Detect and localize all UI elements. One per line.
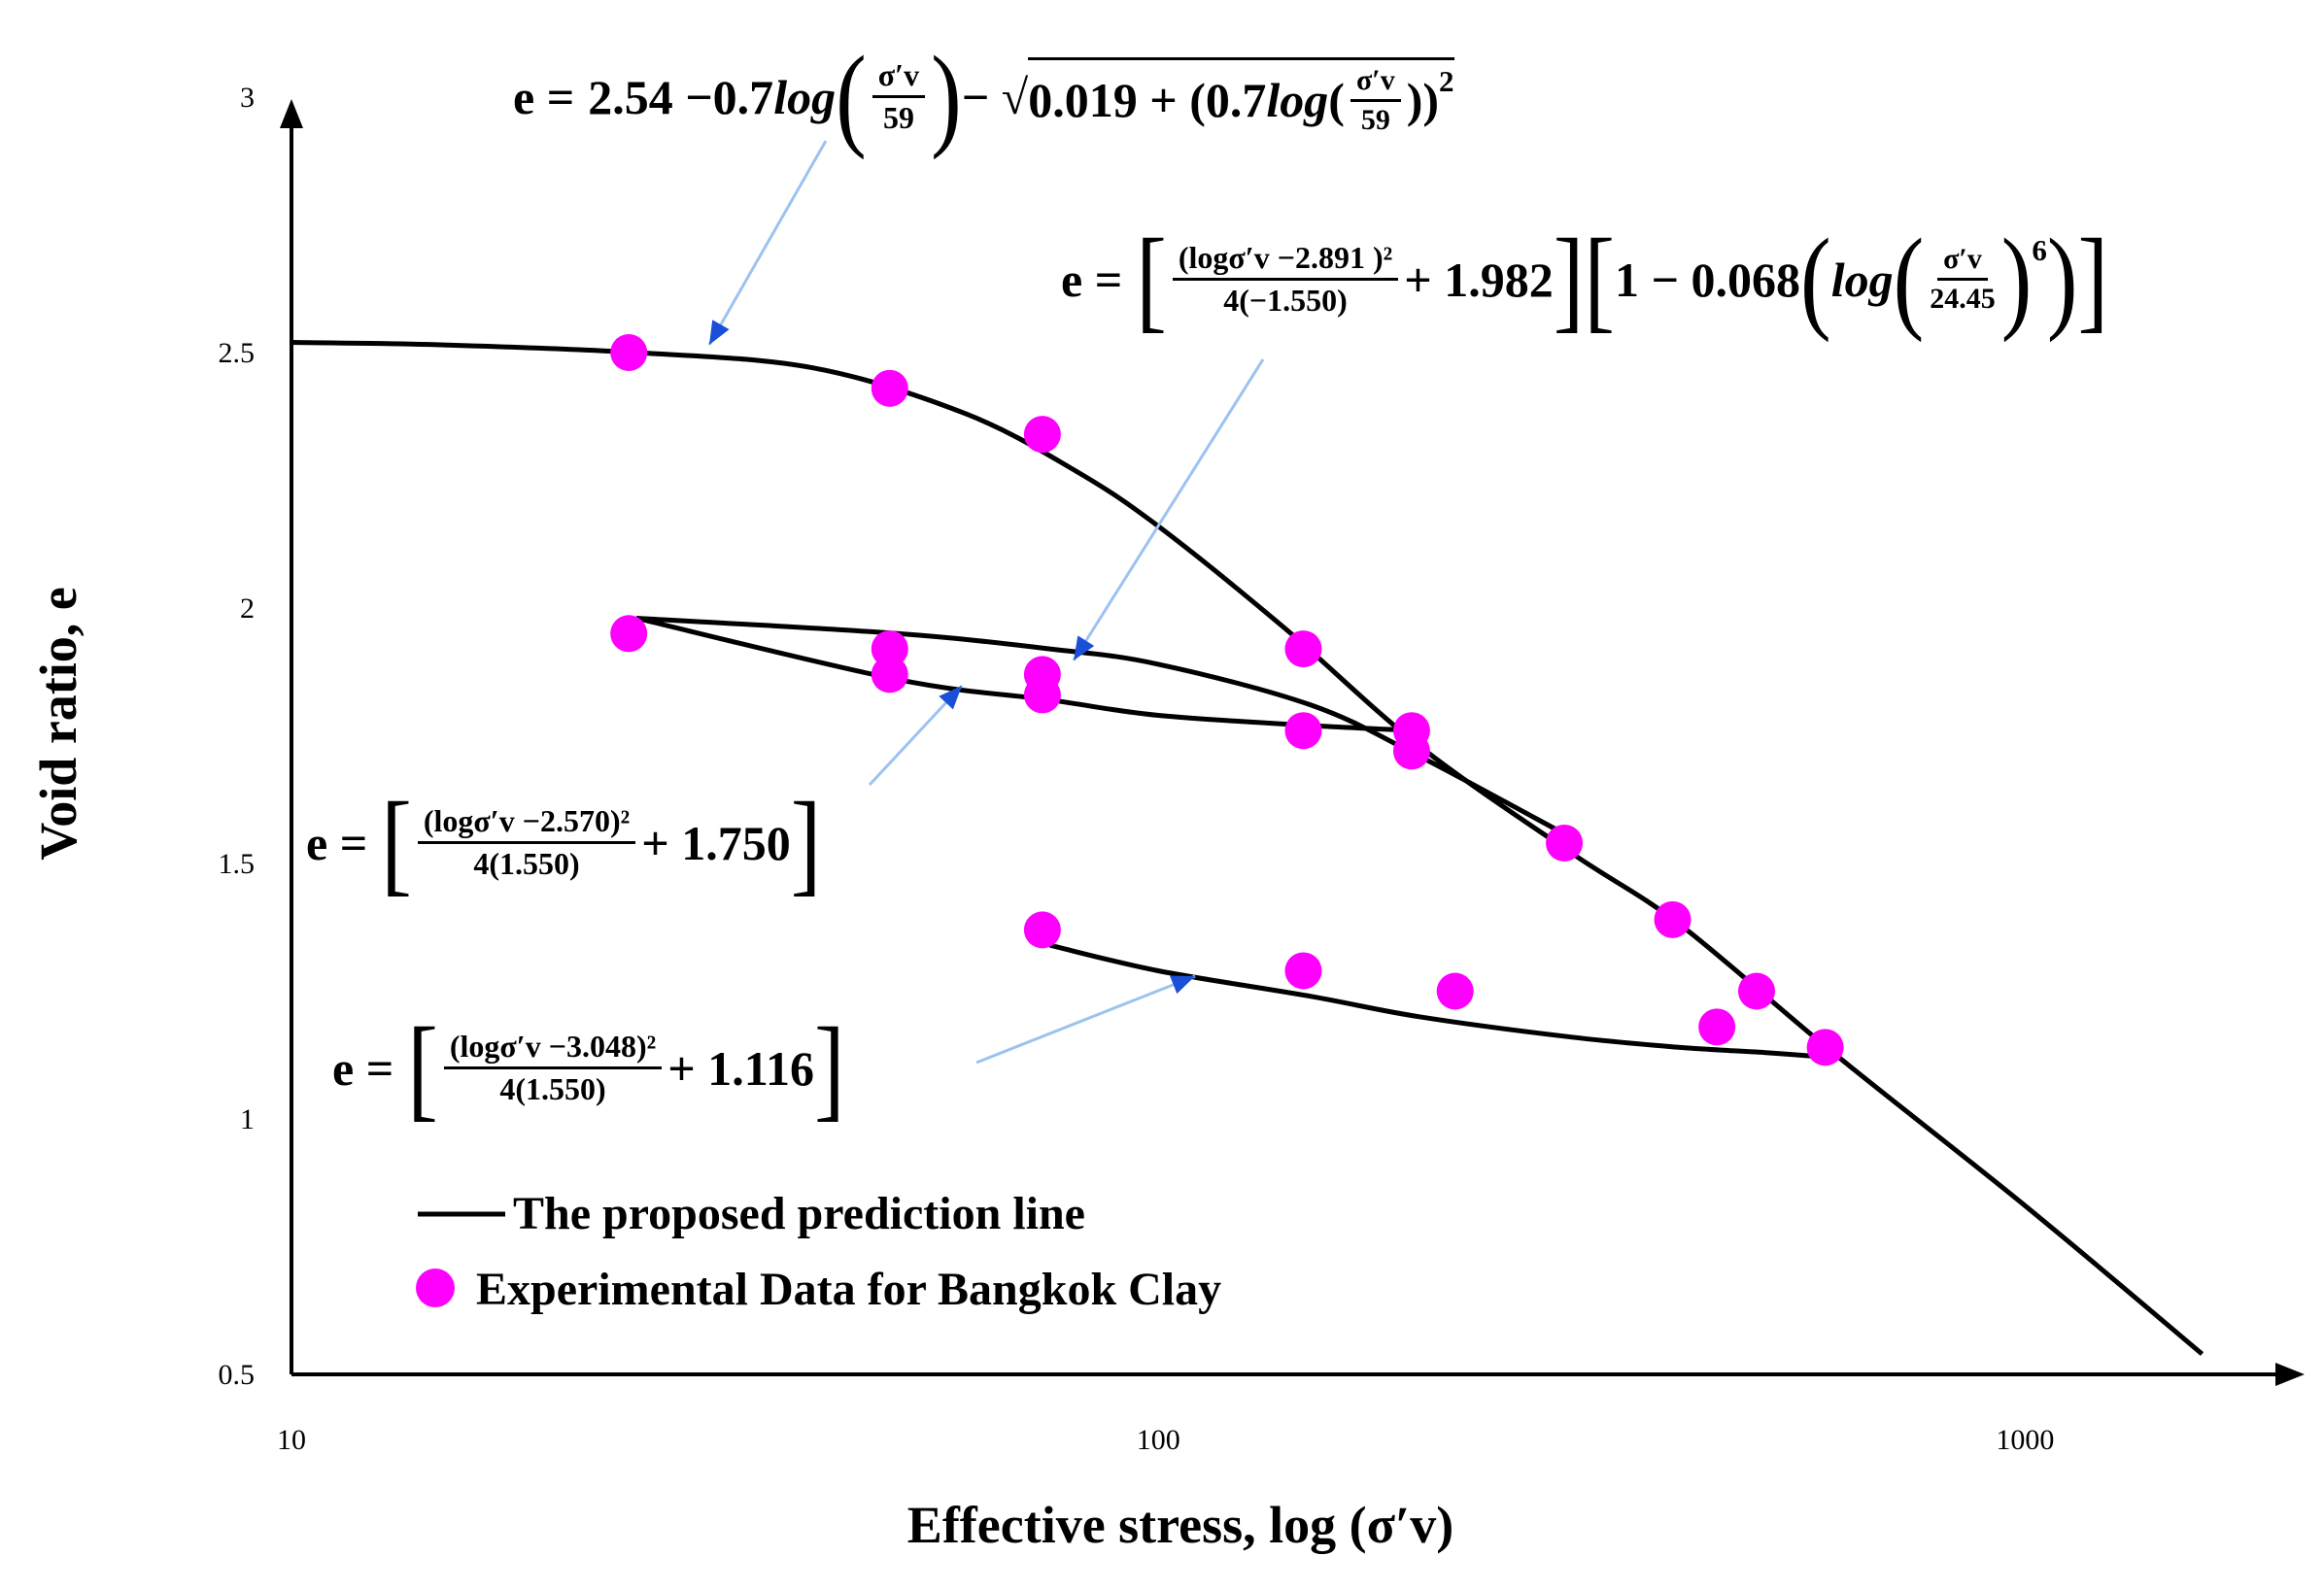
- eq1-exponent: 2: [1439, 63, 1454, 98]
- data-point: [1023, 676, 1061, 714]
- eq1-inner-fraction: σ′v 59: [1350, 64, 1401, 137]
- annotation-arrowhead: [1074, 635, 1095, 660]
- eq1-inner-num: σ′v: [1350, 64, 1401, 102]
- annotation-arrowhead: [1170, 975, 1195, 995]
- data-point: [610, 615, 648, 653]
- eq3-fraction-num: (logσ′v −2.570)²: [417, 803, 636, 844]
- eq2-exponent: 6: [2032, 233, 2047, 267]
- x-tick-label: 10: [277, 1424, 306, 1456]
- eq4-lhs: e =: [332, 1040, 394, 1096]
- annotation-arrow-line: [975, 974, 1196, 1065]
- annotation-arrow-line: [707, 140, 828, 346]
- annotation-arrow-line: [1072, 358, 1265, 661]
- y-tick-label: 2.5: [219, 337, 256, 369]
- x-tick-label: 100: [1137, 1424, 1180, 1456]
- eq1-inside-b: )): [1406, 73, 1440, 127]
- eq2-inner-num: σ′v: [1937, 243, 1988, 281]
- eq3-fraction-den: 4(1.550): [473, 846, 580, 881]
- y-axis-title: Void ratio, e: [29, 587, 87, 861]
- eq1-minus-sqrt: − √: [961, 69, 1029, 124]
- eq2-plus: + 1.982: [1404, 252, 1554, 307]
- eq1-fraction: σ′v 59: [872, 57, 926, 136]
- eq4-fraction: (logσ′v −3.048)² 4(1.550): [443, 1029, 663, 1107]
- eq2-lhs: e =: [1061, 252, 1123, 307]
- annotation-arrowhead: [709, 320, 730, 345]
- eq1-lhs: e =: [513, 69, 575, 124]
- equation-reloading: e = [ (logσ′v −2.570)² 4(1.550) + 1.750 …: [306, 777, 822, 907]
- data-point: [1546, 824, 1584, 862]
- chart-axes: [280, 99, 2305, 1386]
- equation-second-loop: e = [ (logσ′v −3.048)² 4(1.550) + 1.116 …: [332, 1002, 845, 1133]
- legend-label-prediction-line: The proposed prediction line: [513, 1188, 1085, 1239]
- eq3-fraction: (logσ′v −2.570)² 4(1.550): [417, 803, 636, 882]
- legend-label-experimental: Experimental Data for Bangkok Clay: [476, 1264, 1221, 1315]
- data-point: [1654, 900, 1692, 938]
- eq1-fraction-num: σ′v: [872, 57, 926, 98]
- annotation-arrows: [707, 140, 1265, 1065]
- data-point: [871, 656, 908, 694]
- eq1-log: log: [773, 69, 837, 124]
- equation-virgin-compression: e = 2.54 −0.7 log ( σ′v 59 ) − √ 0.019 +…: [513, 31, 1454, 161]
- prediction-line-segment: [1049, 942, 1833, 1061]
- y-tick-label: 3: [240, 82, 255, 114]
- y-axis-arrowhead: [280, 99, 303, 128]
- eq1-inside-a: 0.019 + (0.7: [1028, 73, 1267, 127]
- chart-marks: [290, 334, 2204, 1356]
- eq1-fraction-den: 59: [882, 100, 914, 135]
- legend: The proposed prediction line Experimenta…: [416, 1188, 1221, 1315]
- y-tick-label: 2: [240, 592, 255, 625]
- data-point: [1806, 1029, 1844, 1066]
- data-point: [1392, 732, 1430, 770]
- data-point: [1698, 1008, 1736, 1046]
- x-axis-arrowhead: [2275, 1363, 2305, 1386]
- eq2-factor: 1 − 0.068: [1615, 252, 1801, 307]
- y-tick-label: 1.5: [219, 848, 256, 880]
- eq2-inner-den: 24.45: [1930, 283, 1996, 315]
- data-point: [871, 369, 908, 407]
- y-tick-label: 1: [240, 1103, 255, 1135]
- eq4-plus: + 1.116: [667, 1040, 814, 1096]
- eq2-inner-fraction: σ′v 24.45: [1930, 243, 1996, 316]
- data-point: [1284, 712, 1322, 750]
- y-tick-label: 0.5: [219, 1359, 256, 1391]
- annotation-arrowhead: [939, 686, 962, 710]
- data-point: [871, 630, 908, 668]
- eq4-fraction-num: (logσ′v −3.048)²: [443, 1029, 663, 1069]
- data-point: [1436, 972, 1474, 1010]
- chart-ticks: 10 100 1000 0.5 1 1.5 2 2.5 3: [219, 82, 2055, 1456]
- eq2-log: log: [1830, 252, 1894, 307]
- eq2-fraction-num: (logσ′v −2.891 )²: [1172, 240, 1399, 281]
- data-point: [1737, 972, 1775, 1010]
- eq3-plus: + 1.750: [641, 815, 791, 870]
- data-point: [1023, 911, 1061, 949]
- data-point: [1284, 630, 1322, 668]
- eq4-fraction-den: 4(1.550): [499, 1071, 606, 1106]
- eq2-fraction: (logσ′v −2.891 )² 4(−1.550): [1172, 240, 1399, 319]
- eq2-fraction-den: 4(−1.550): [1223, 283, 1348, 318]
- x-tick-label: 1000: [1996, 1424, 2054, 1456]
- eq1-inner-log: log: [1266, 73, 1329, 127]
- x-axis-title: Effective stress, log (σ′v): [907, 1496, 1453, 1554]
- eq1-inner-den: 59: [1360, 103, 1390, 136]
- data-point: [1023, 416, 1061, 454]
- legend-marker-experimental: [416, 1269, 455, 1307]
- eq1-part1: 2.54 −0.7: [588, 69, 774, 124]
- equation-unloading: e = [ (logσ′v −2.891 )² 4(−1.550) + 1.98…: [1061, 214, 2109, 344]
- prediction-line-segment: [290, 340, 2204, 1356]
- data-point: [1284, 952, 1322, 990]
- eq3-lhs: e =: [306, 815, 368, 870]
- data-point: [610, 334, 648, 371]
- eq1-radicand: 0.019 + (0.7 log ( σ′v 59 )) 2: [1028, 56, 1454, 137]
